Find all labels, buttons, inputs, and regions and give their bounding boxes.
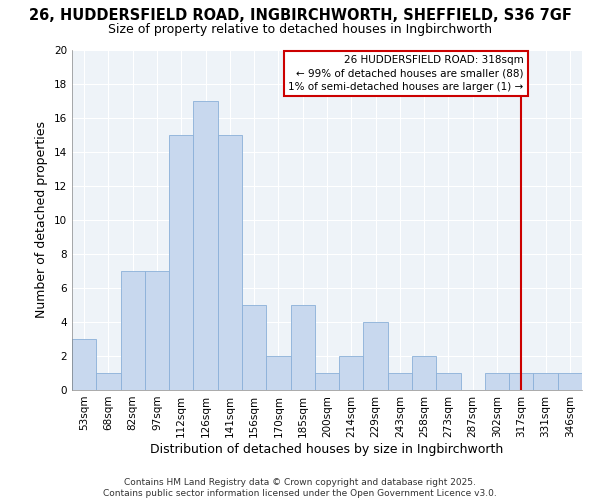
Bar [485,373,509,390]
Bar [145,271,169,390]
Bar [121,271,145,390]
Bar [533,373,558,390]
Bar [242,305,266,390]
Bar [193,101,218,390]
Text: 26 HUDDERSFIELD ROAD: 318sqm
← 99% of detached houses are smaller (88)
1% of sem: 26 HUDDERSFIELD ROAD: 318sqm ← 99% of de… [289,55,524,92]
Bar [290,305,315,390]
Text: 26, HUDDERSFIELD ROAD, INGBIRCHWORTH, SHEFFIELD, S36 7GF: 26, HUDDERSFIELD ROAD, INGBIRCHWORTH, SH… [29,8,571,22]
Bar [72,339,96,390]
Bar [509,373,533,390]
Text: Size of property relative to detached houses in Ingbirchworth: Size of property relative to detached ho… [108,22,492,36]
Bar [558,373,582,390]
Bar [339,356,364,390]
Bar [388,373,412,390]
Text: Contains HM Land Registry data © Crown copyright and database right 2025.
Contai: Contains HM Land Registry data © Crown c… [103,478,497,498]
Bar [364,322,388,390]
Bar [436,373,461,390]
Bar [218,135,242,390]
Bar [315,373,339,390]
Y-axis label: Number of detached properties: Number of detached properties [35,122,49,318]
Bar [169,135,193,390]
X-axis label: Distribution of detached houses by size in Ingbirchworth: Distribution of detached houses by size … [151,442,503,456]
Bar [96,373,121,390]
Bar [412,356,436,390]
Bar [266,356,290,390]
